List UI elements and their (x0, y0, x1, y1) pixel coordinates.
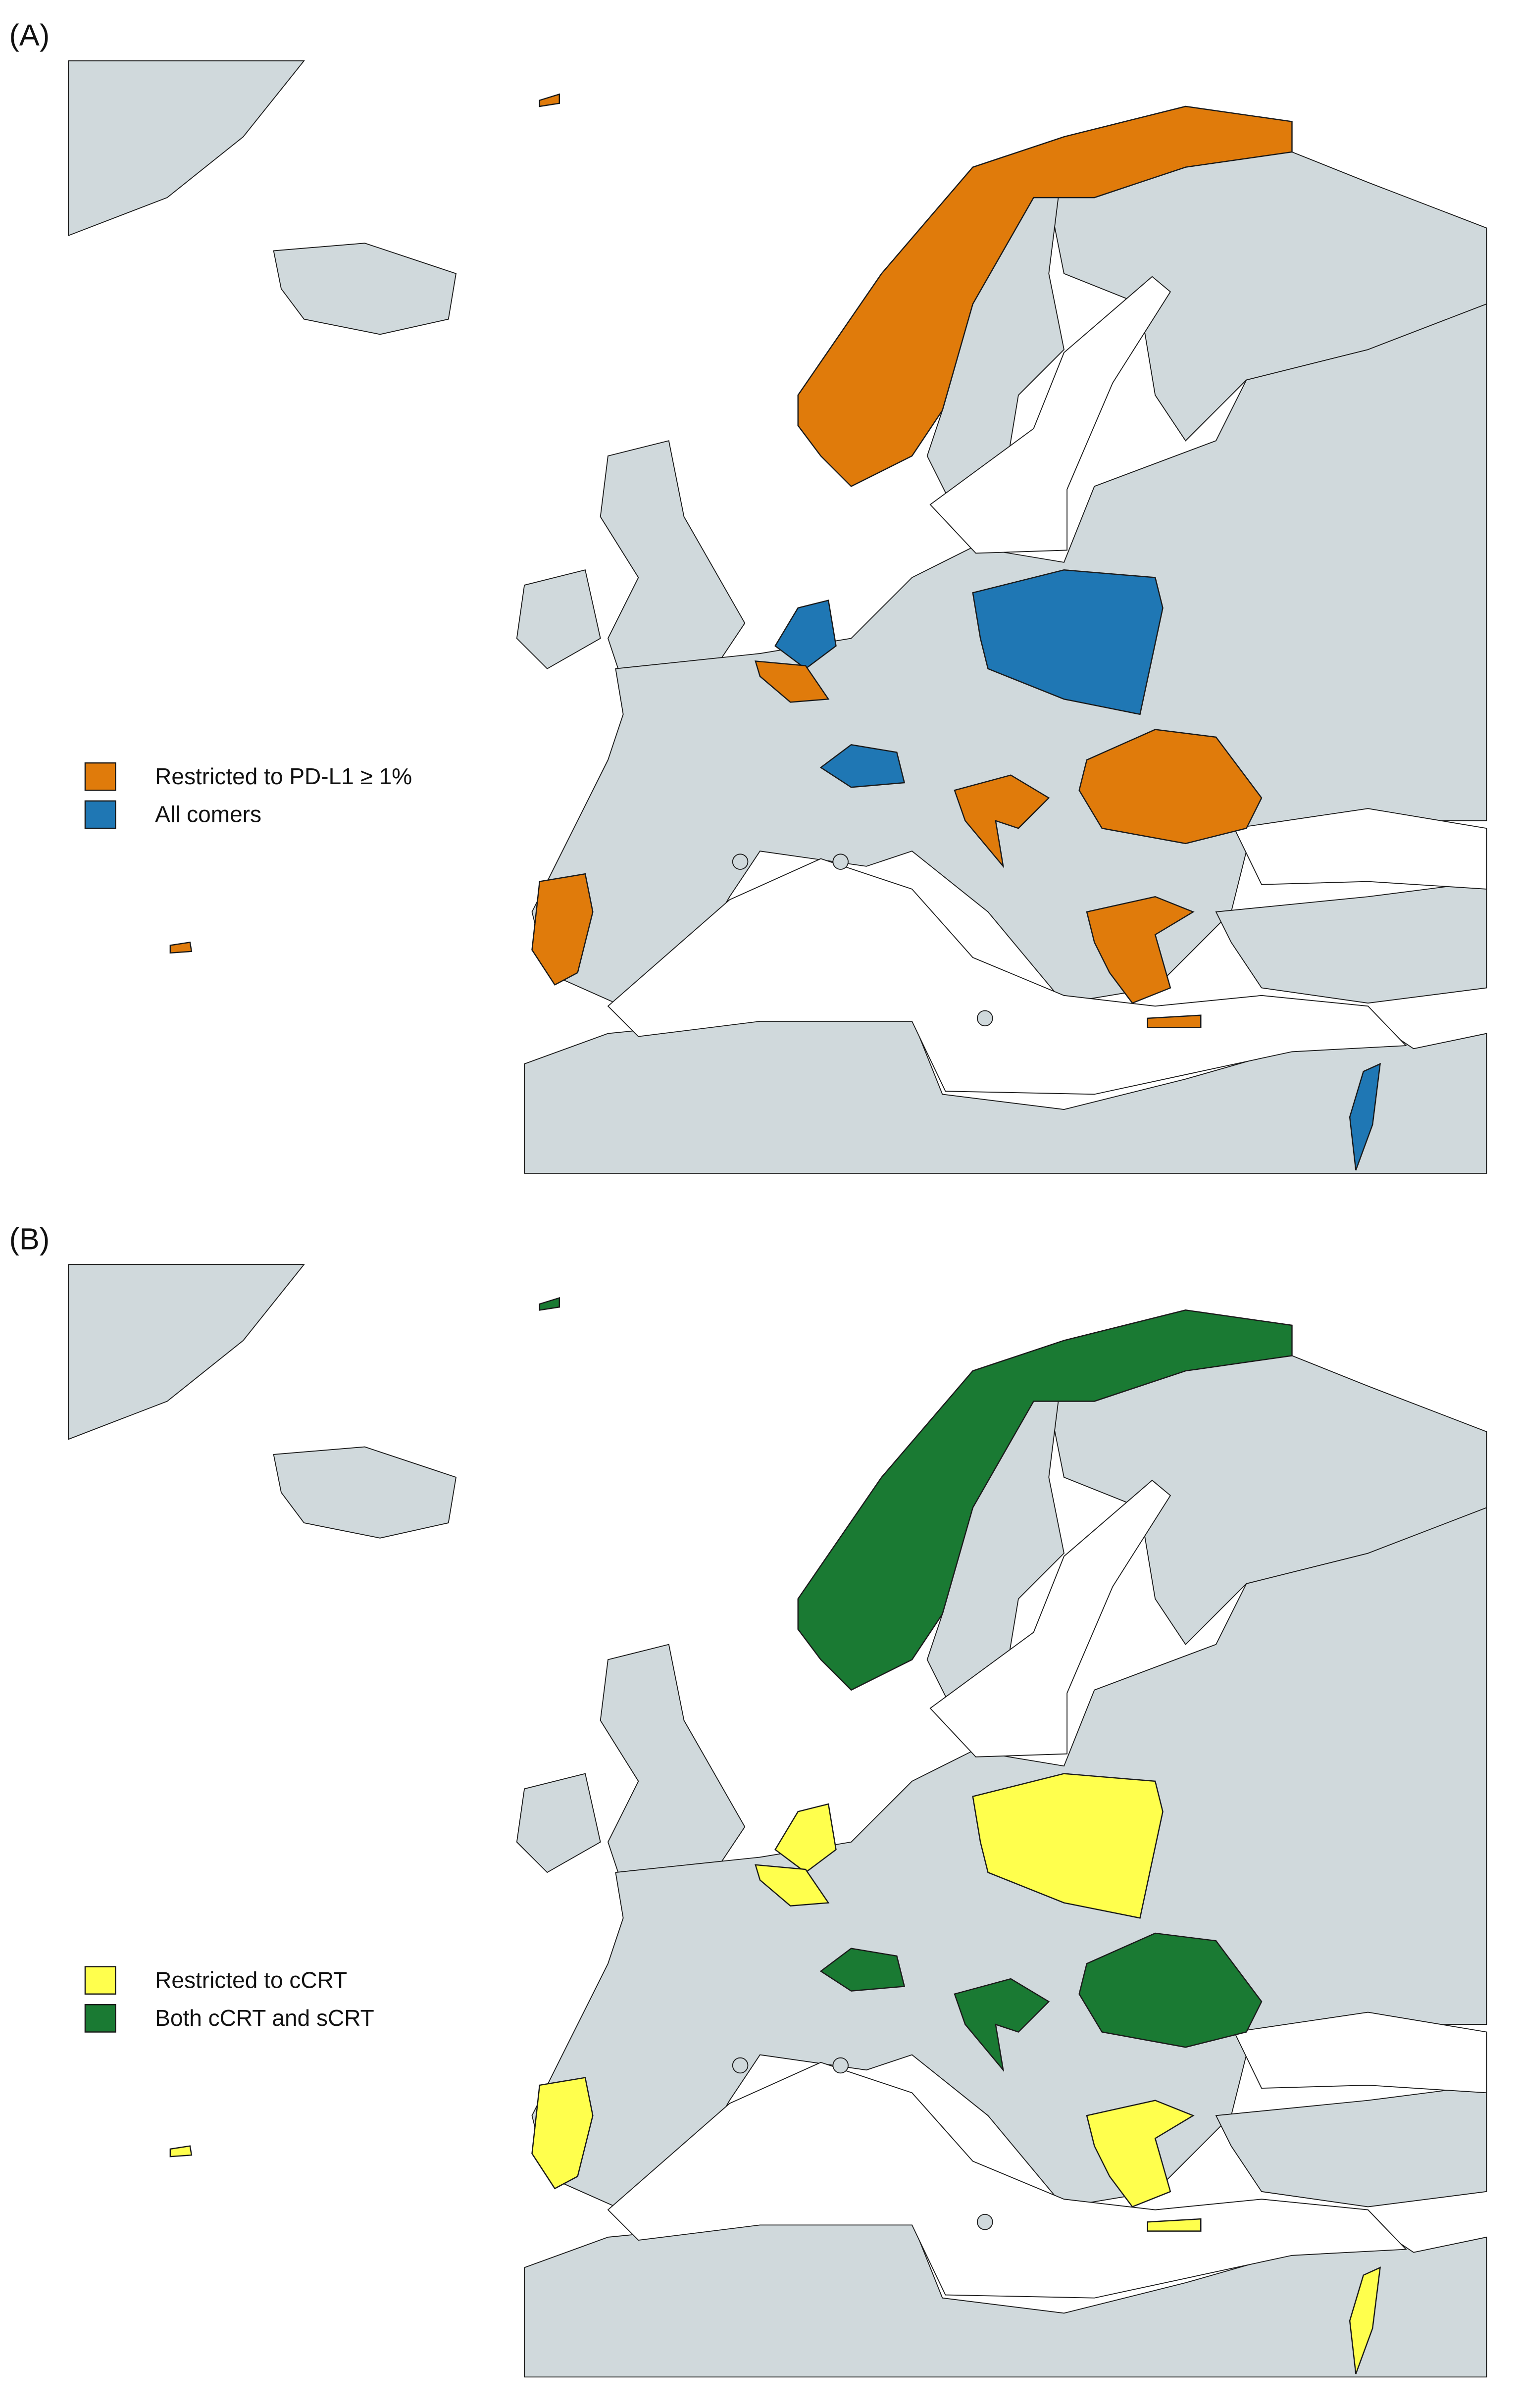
sea-area (1233, 2011, 1487, 2094)
highlighted-country (169, 941, 193, 954)
highlighted-country (797, 1309, 1293, 1691)
legend-label: All comers (155, 802, 261, 827)
highlighted-country (972, 569, 1164, 715)
highlighted-country (1349, 2266, 1381, 2374)
highlighted-country (755, 1864, 830, 1906)
highlighted-country (797, 105, 1293, 487)
highlighted-country (531, 2077, 594, 2190)
legend-swatch (84, 2004, 116, 2033)
highlighted-country (819, 744, 906, 788)
map-panel: Restricted to cCRT Both cCRT and sCRT (68, 1264, 1487, 2378)
legend-swatch (84, 1966, 116, 1995)
land (1048, 1340, 1487, 1646)
land (1215, 2084, 1487, 2207)
land (273, 243, 457, 335)
legend-swatch (84, 800, 116, 829)
microstate (977, 2213, 993, 2230)
highlighted-country (539, 1297, 560, 1311)
land (1215, 881, 1487, 1004)
land (516, 1773, 601, 1873)
highlighted-country (1078, 729, 1263, 845)
sea-area (929, 1479, 1171, 1757)
sea-area (929, 276, 1171, 554)
land (68, 1264, 305, 1440)
highlighted-country (1086, 896, 1195, 1004)
highlighted-country (539, 93, 560, 107)
panel-label: (B) (9, 1222, 50, 1256)
highlighted-country (819, 1948, 906, 1992)
highlighted-country (1147, 2218, 1202, 2232)
land (68, 60, 305, 237)
land (273, 1446, 457, 1539)
highlighted-country (169, 2145, 193, 2157)
highlighted-country (972, 1773, 1164, 1919)
highlighted-country (954, 774, 1050, 869)
highlighted-country (755, 660, 830, 703)
sea-area (607, 2061, 1407, 2299)
microstate (977, 1010, 993, 1027)
land (516, 569, 601, 669)
microstate (832, 853, 849, 870)
highlighted-country (1078, 1932, 1263, 2048)
microstate (832, 2057, 849, 2074)
legend-swatch (84, 762, 116, 791)
highlighted-country (954, 1978, 1050, 2072)
sea-area (607, 858, 1407, 1095)
legend-label: Restricted to PD-L1 ≥ 1% (155, 763, 412, 789)
highlighted-country (531, 873, 594, 986)
microstate (732, 2057, 749, 2074)
sea-area (1233, 808, 1487, 890)
land (1048, 136, 1487, 442)
legend-label: Restricted to cCRT (155, 1967, 347, 1993)
map-panel: Restricted to PD-L1 ≥ 1% All comers (68, 60, 1487, 1174)
highlighted-country (1349, 1062, 1381, 1171)
panel-label: (A) (9, 18, 50, 52)
legend-label: Both cCRT and sCRT (155, 2005, 374, 2031)
microstate (732, 853, 749, 870)
highlighted-country (1147, 1014, 1202, 1028)
highlighted-country (1086, 2100, 1195, 2208)
